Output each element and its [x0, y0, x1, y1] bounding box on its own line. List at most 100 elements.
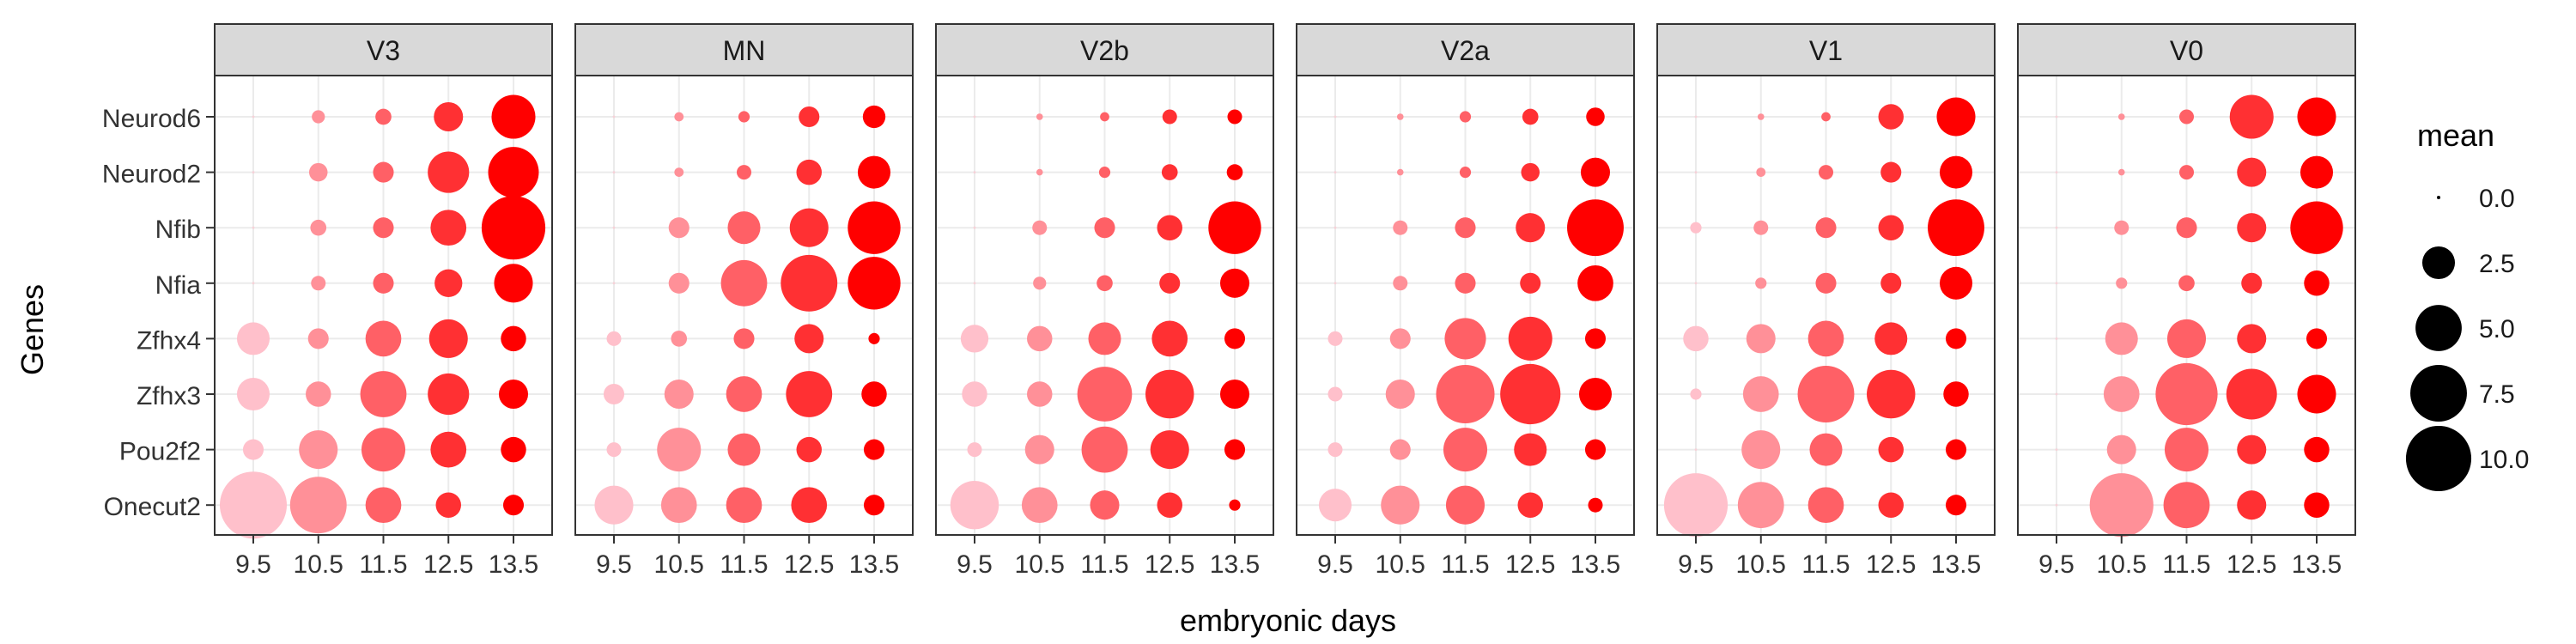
data-point [794, 324, 824, 354]
data-point [1943, 381, 1969, 407]
data-point [1208, 201, 1261, 254]
data-point [1381, 485, 1420, 525]
data-point [863, 495, 885, 516]
data-point [962, 381, 987, 407]
data-point [1396, 168, 1404, 176]
data-point [2178, 109, 2195, 125]
data-point [1334, 115, 1337, 118]
data-point [2300, 155, 2334, 189]
data-point [967, 442, 982, 458]
data-point [1318, 489, 1352, 522]
data-point [2241, 272, 2263, 294]
data-point [668, 272, 690, 294]
data-point [428, 151, 470, 193]
data-point [1567, 199, 1624, 257]
data-point [2055, 503, 2058, 507]
data-point [657, 428, 702, 472]
data-point [1226, 164, 1243, 180]
data-point [2226, 368, 2277, 420]
legend-label: 2.5 [2479, 250, 2515, 278]
facet-strip-label: V1 [1809, 35, 1843, 66]
x-tick-label: 9.5 [2038, 550, 2075, 579]
x-tick-label: 11.5 [1441, 550, 1489, 579]
data-point [1090, 490, 1120, 520]
data-point [2055, 282, 2058, 285]
data-point [1797, 366, 1855, 422]
data-point [2055, 392, 2058, 396]
data-point [1445, 485, 1485, 525]
facet-strip-label: V3 [367, 35, 400, 66]
facet-panel: V2b 9.5 10.5 11.5 12.5 13.5 [935, 23, 1274, 579]
data-point [2306, 328, 2328, 349]
data-point [1928, 199, 1984, 257]
data-point [2237, 490, 2267, 520]
data-point [299, 430, 338, 470]
data-point [1663, 473, 1728, 538]
data-point [1159, 272, 1181, 294]
data-point [674, 167, 684, 177]
x-tick-label: 10.5 [654, 550, 704, 579]
data-point [2229, 94, 2274, 139]
data-point [1389, 439, 1411, 460]
data-point [1878, 436, 1904, 463]
x-tick-label: 13.5 [2292, 550, 2342, 579]
data-point [789, 208, 829, 247]
data-point [481, 196, 546, 260]
data-point [1157, 215, 1182, 240]
data-point [430, 210, 467, 246]
data-point [727, 211, 761, 245]
data-point [1815, 217, 1837, 239]
x-tick-label: 13.5 [849, 550, 899, 579]
data-point [1027, 381, 1053, 407]
data-point [668, 217, 690, 239]
data-point [848, 201, 901, 254]
data-point [1036, 113, 1043, 120]
data-point [1807, 320, 1844, 357]
data-point [660, 487, 697, 524]
data-point [2106, 434, 2136, 465]
data-point [1755, 277, 1767, 289]
data-point [307, 328, 329, 349]
data-point [1157, 492, 1182, 518]
x-tick-label: 12.5 [784, 550, 834, 579]
data-point [1577, 264, 1613, 301]
data-point [2117, 113, 2125, 120]
data-point [1880, 161, 1902, 183]
data-point [1032, 220, 1048, 235]
data-point [1694, 282, 1698, 285]
facet-strip [214, 23, 553, 76]
facet-strip-label: V2a [1441, 35, 1490, 66]
data-point [2055, 448, 2058, 451]
data-point [430, 431, 467, 468]
data-point [242, 439, 264, 460]
data-point [861, 381, 887, 407]
x-tick-label: 12.5 [1866, 550, 1916, 579]
data-point [1757, 113, 1765, 120]
y-tick-label: Nfib [155, 216, 201, 244]
data-point [252, 226, 255, 229]
data-point [1690, 388, 1702, 400]
data-point [726, 487, 762, 524]
data-point [498, 379, 529, 410]
legend: 0.0 2.5 5.0 7.5 10.0 [2405, 185, 2529, 492]
data-point [973, 171, 976, 174]
data-point [1742, 376, 1779, 412]
data-point [1393, 276, 1408, 291]
data-point [289, 477, 347, 534]
data-point [2304, 492, 2330, 518]
data-point [1145, 369, 1194, 419]
data-point [1508, 316, 1552, 361]
data-point [1880, 272, 1902, 294]
data-point [1584, 439, 1607, 460]
data-point [428, 373, 470, 416]
data-point [2178, 165, 2195, 180]
facet-panel: MN 9.5 10.5 11.5 12.5 13.5 [574, 23, 914, 579]
data-point [796, 159, 822, 185]
data-point [1227, 109, 1242, 125]
data-point [594, 485, 634, 525]
data-point [375, 108, 392, 125]
data-point [1500, 363, 1561, 425]
data-point [494, 264, 533, 303]
data-point [1327, 386, 1343, 402]
data-point [502, 495, 525, 516]
